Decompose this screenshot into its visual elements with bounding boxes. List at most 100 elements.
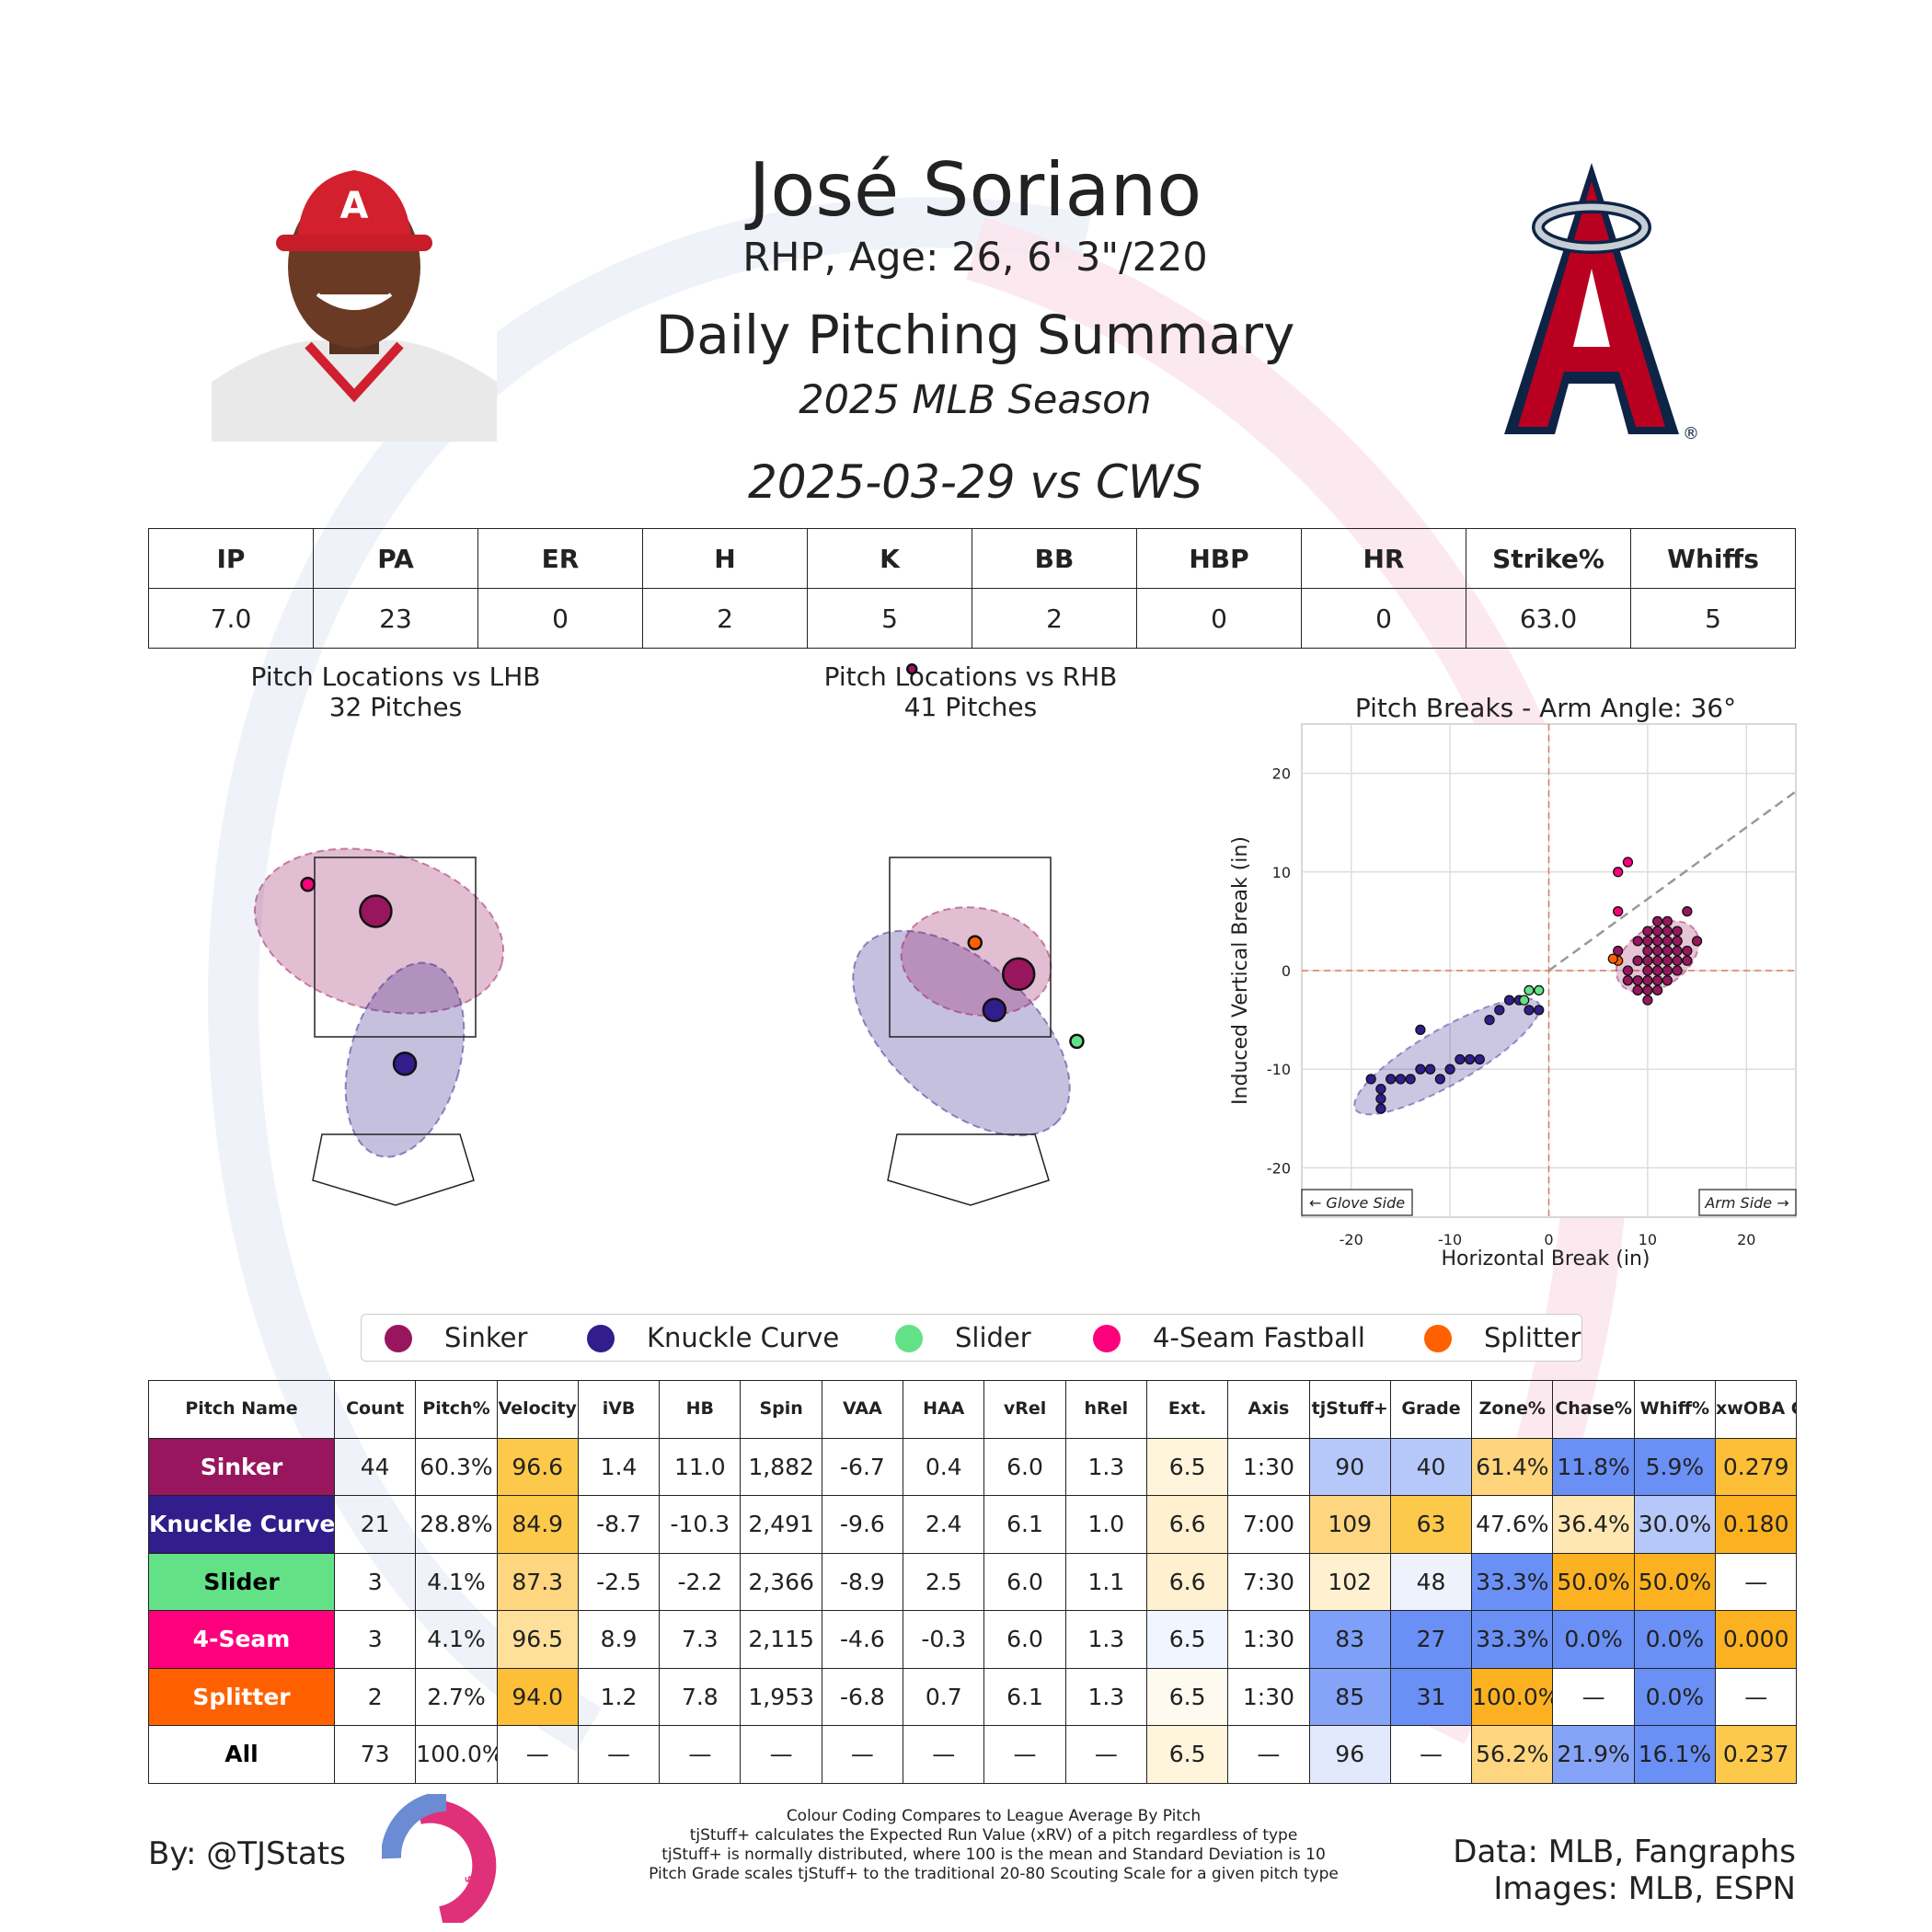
knuckle-curve-ellipse (1353, 997, 1541, 1116)
pitch-metric-cell: 56.2% (1471, 1725, 1554, 1784)
pitch-metric-cell: 2,366 (740, 1552, 822, 1611)
pitch-break-point (1613, 906, 1624, 917)
pitch-name-cell: All (148, 1725, 335, 1784)
pitch-metric-cell: -6.7 (821, 1437, 904, 1496)
pitch-metric-cell: 50.0% (1633, 1552, 1717, 1611)
pitch-metric-cell: 6.6 (1145, 1495, 1229, 1554)
legend-marker-4-seam (1093, 1325, 1121, 1352)
pitch-table-header: Chase% (1552, 1380, 1635, 1439)
legend-marker-knuckle-curve (587, 1325, 615, 1352)
pitch-metric-cell: 63 (1389, 1495, 1473, 1554)
x-tick-label: -20 (1340, 1231, 1363, 1248)
pitch-metric-cell: 0.0% (1552, 1610, 1635, 1669)
pitch-break-point (1651, 936, 1663, 947)
home-plate (887, 1133, 1050, 1206)
pitch-break-point (1464, 1053, 1476, 1065)
pitch-metric-cell: 102 (1308, 1552, 1391, 1611)
pitch-break-point (1474, 1053, 1485, 1065)
pitch-break-point (1632, 936, 1643, 947)
pitch-row: Splitter 2 2.7% 94.0 1.2 7.8 1,953 -6.8 0.7 6.1 1.… (148, 1667, 1798, 1726)
pitch-metric-cell: -0.3 (903, 1610, 985, 1669)
pitch-break-point (1405, 1074, 1416, 1085)
season-label: 2025 MLB Season (799, 377, 1152, 423)
pitch-locations-rhb-chart: Pitch Locations vs RHB 41 Pitches (824, 661, 1117, 1206)
pitch-break-point (1691, 936, 1703, 947)
footer-note: Colour Coding Compares to League Average… (786, 1807, 1202, 1825)
pitch-break-point (1444, 1064, 1455, 1075)
pitch-table-header: iVB (577, 1380, 661, 1439)
game-stats-table: IP PA ER H K BB HBP HR Strike% Whiffs 7.… (148, 528, 1796, 649)
pitch-break-point (1651, 945, 1663, 957)
pitch-break-point (1455, 1053, 1466, 1065)
stat-header: HR (1301, 528, 1466, 589)
strike-zone (314, 857, 477, 1038)
pitch-table-header: vRel (983, 1380, 1066, 1439)
stat-value: 2 (972, 588, 1137, 649)
legend-marker-splitter (1424, 1325, 1452, 1352)
pitch-metric-cell: 21.9% (1552, 1725, 1635, 1784)
y-axis-label: Induced Vertical Break (in) (1229, 836, 1252, 1105)
pitch-metric-cell: — (740, 1725, 822, 1784)
pitch-table-header: Count (333, 1380, 417, 1439)
pitch-metric-cell: 6.1 (983, 1495, 1066, 1554)
pitch-break-point (1651, 955, 1663, 966)
pitch-break-point (1651, 965, 1663, 976)
pitch-metric-cell: 3 (333, 1552, 417, 1611)
pitch-location-point (982, 997, 1007, 1022)
legend-label: Sinker (444, 1322, 528, 1353)
pitch-break-point (1632, 955, 1643, 966)
chart-subtitle: 41 Pitches (904, 692, 1038, 722)
credits: Data: MLB, Fangraphs Images: MLB, ESPN (1334, 1834, 1796, 1907)
legend-marker-sinker (385, 1325, 412, 1352)
pitch-metric-cell: 85 (1308, 1667, 1391, 1726)
footer-note: Pitch Grade scales tjStuff+ to the tradi… (649, 1865, 1339, 1883)
pitch-break-point (1365, 1074, 1376, 1085)
footer-note: tjStuff+ calculates the Expected Run Val… (689, 1826, 1298, 1845)
pitch-break-point (1672, 945, 1683, 957)
pitch-metric-cell: — (1389, 1725, 1473, 1784)
pitch-break-point (1415, 1064, 1426, 1075)
team-logo: ® (1504, 163, 1699, 443)
pitch-table-header: HAA (903, 1380, 985, 1439)
pitch-metric-cell: 6.0 (983, 1610, 1066, 1669)
pitch-location-point (967, 935, 983, 950)
pitch-metric-cell: 6.0 (983, 1552, 1066, 1611)
x-tick-label: 10 (1639, 1231, 1657, 1248)
pitch-metric-cell: 84.9 (496, 1495, 579, 1554)
pitch-break-point (1651, 926, 1663, 937)
pitch-break-point (1651, 915, 1663, 927)
game-stats-header-row: IP PA ER H K BB HBP HR Strike% Whiffs (148, 528, 1796, 589)
y-tick-label: 10 (1272, 864, 1291, 881)
pitch-metric-cell: 90 (1308, 1437, 1391, 1496)
pitch-break-point (1642, 945, 1653, 957)
pitch-metric-cell: 3 (333, 1610, 417, 1669)
pitch-metric-cell: 48 (1389, 1552, 1473, 1611)
svg-text:A: A (340, 185, 369, 227)
pitch-metric-cell: 7.3 (659, 1610, 742, 1669)
pitch-metric-cell: 21 (333, 1495, 417, 1554)
pitch-metric-cell: 16.1% (1633, 1725, 1717, 1784)
y-tick-label: -20 (1267, 1159, 1291, 1177)
pitch-break-point (1642, 955, 1653, 966)
pitch-metric-cell: 6.0 (983, 1437, 1066, 1496)
pitch-metric-cell: 40 (1389, 1437, 1473, 1496)
pitch-metric-cell: 96 (1308, 1725, 1391, 1784)
pitch-metric-cell: -9.6 (821, 1495, 904, 1554)
pitch-location-point (1069, 1033, 1085, 1050)
pitch-metric-cell: 11.8% (1552, 1437, 1635, 1496)
sinker-ellipse (253, 847, 505, 1015)
pitch-metric-cell: -10.3 (659, 1495, 742, 1554)
stat-header: HBP (1136, 528, 1302, 589)
pitch-row: Sinker 44 60.3% 96.6 1.4 11.0 1,882 -6.7 0.4 6.0 1… (148, 1437, 1798, 1496)
pitch-break-point (1524, 984, 1535, 996)
pitch-metric-cell: — (983, 1725, 1066, 1784)
pitch-break-point (1607, 953, 1618, 964)
pitch-metric-cell: 2.4 (903, 1495, 985, 1554)
pitch-row: All 73 100.0% — — — — — — — —6.5—96—56.2% 21.9% 16.1… (148, 1725, 1798, 1784)
strike-zone (889, 857, 1052, 1038)
pitch-metric-cell: 1.0 (1064, 1495, 1147, 1554)
pitch-metric-cell: 7:30 (1227, 1552, 1310, 1611)
stat-value: 5 (807, 588, 972, 649)
tjstats-logo: STATS (382, 1794, 497, 1923)
pitch-metric-cell: 1:30 (1227, 1437, 1310, 1496)
